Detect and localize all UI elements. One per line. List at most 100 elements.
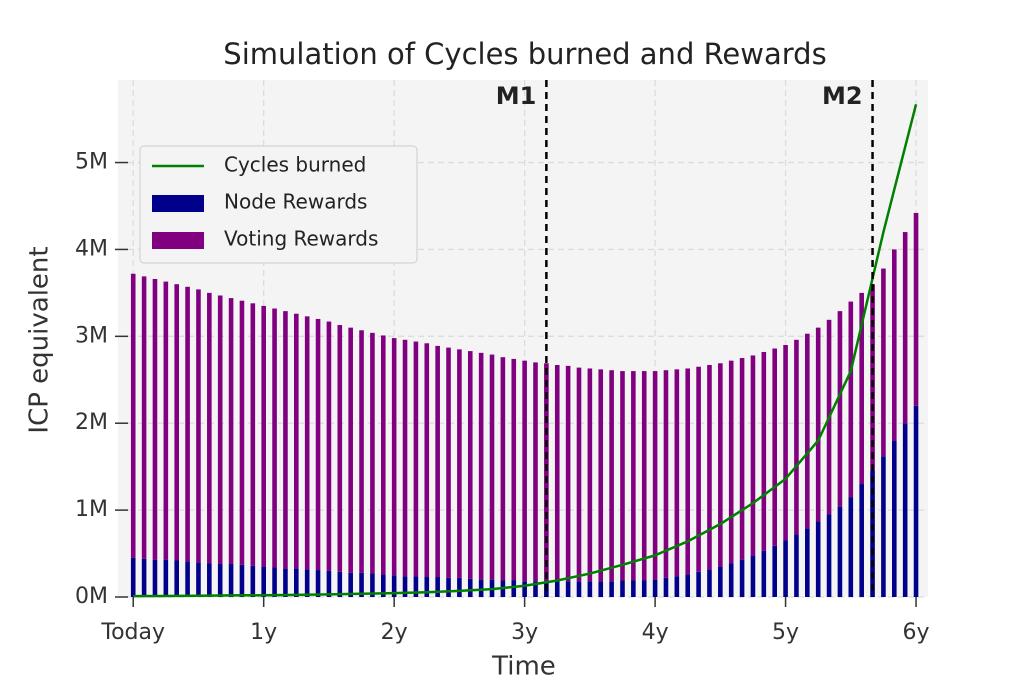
bar-segment — [413, 576, 419, 597]
bar-segment — [435, 345, 440, 578]
bar-segment — [141, 558, 147, 597]
bar-segment — [337, 571, 343, 597]
legend-label: Cycles burned — [224, 153, 366, 177]
y-axis-label: ICP equivalent — [25, 246, 55, 433]
bar-segment — [761, 550, 767, 597]
bar-segment — [457, 577, 462, 597]
bar-segment — [815, 521, 821, 597]
bar-segment — [598, 581, 604, 597]
lines — [133, 104, 918, 598]
bar-segment — [913, 405, 919, 597]
bar-segment — [718, 363, 723, 567]
bar-segment — [283, 311, 288, 569]
bar-segment — [707, 365, 712, 570]
bar-segment — [217, 563, 223, 597]
bar-segment — [152, 559, 158, 597]
bar-segment — [631, 580, 636, 597]
bar-segment — [902, 232, 908, 424]
bar-segment — [250, 565, 256, 597]
x-tick-label: 4y — [642, 620, 669, 645]
bar-segment — [446, 577, 451, 597]
bar-segment — [696, 571, 701, 597]
bar-segment — [424, 343, 430, 578]
bar-segment — [217, 295, 223, 564]
bar-segment — [478, 579, 484, 597]
x-tick-label: 6y — [903, 620, 930, 645]
bar-segment — [598, 369, 604, 582]
bar-segment — [402, 576, 408, 597]
bar-segment — [500, 357, 506, 581]
bar-segment — [294, 568, 299, 597]
bar-segment — [467, 351, 473, 579]
bar-segment — [239, 564, 245, 597]
bar-segment — [902, 423, 908, 597]
bar-segment — [391, 338, 397, 576]
bar-segment — [348, 327, 353, 573]
bar-segment — [380, 574, 386, 597]
bar-segment — [881, 456, 886, 597]
bar-segment — [522, 360, 527, 582]
bar-segment — [565, 581, 571, 597]
bar-segment — [750, 555, 756, 597]
x-axis-label: Time — [491, 652, 556, 682]
bar-segment — [457, 349, 462, 578]
bar-segment — [304, 569, 310, 597]
bar-segment — [696, 366, 701, 572]
bar-segment — [620, 371, 625, 581]
bar-segment — [761, 351, 767, 551]
bar-segment — [130, 557, 136, 597]
bar-segment — [815, 327, 821, 522]
x-tick-label: 2y — [381, 620, 408, 645]
bar-segment — [891, 440, 897, 597]
bar-segment — [315, 318, 321, 571]
bar-segment — [641, 580, 647, 597]
legend-label: Node Rewards — [224, 190, 367, 214]
bar-segment — [794, 339, 799, 535]
bar-segment — [261, 566, 266, 597]
bar-segment — [772, 348, 777, 546]
bar-segment — [272, 308, 277, 568]
bar-segment — [228, 298, 234, 564]
bar-segment — [424, 577, 430, 597]
bar-segment — [522, 581, 527, 597]
y-tick-label: 0M — [75, 584, 108, 609]
bar-segment — [750, 355, 756, 556]
bar-segment — [185, 286, 190, 562]
bar-segment — [891, 249, 897, 441]
bar-segment — [261, 305, 266, 567]
bar-segment — [609, 370, 614, 582]
x-tick-label: 1y — [250, 620, 277, 645]
legend-box — [139, 145, 418, 264]
bar-segment — [207, 563, 212, 597]
bar-segment — [609, 581, 614, 597]
y-tick-label: 5M — [75, 150, 108, 175]
bar-segment — [446, 347, 451, 578]
bar-segment — [294, 313, 299, 569]
y-tick-label: 3M — [75, 323, 108, 348]
bar-segment — [174, 284, 180, 561]
bar-segment — [304, 316, 310, 570]
bar-segment — [239, 300, 245, 565]
bar-segment — [663, 577, 669, 597]
bar-segment — [685, 574, 691, 597]
bar-segment — [826, 514, 832, 597]
bar-segment — [805, 528, 810, 597]
bar-segment — [413, 341, 419, 577]
bar-segment — [913, 212, 919, 406]
bar-segment — [326, 321, 332, 571]
bar-segment — [728, 360, 734, 564]
x-tick-label: 3y — [511, 620, 538, 645]
bar-segment — [141, 276, 147, 559]
legend-swatch — [152, 195, 204, 212]
bar-segment — [837, 311, 843, 507]
bar-segment — [283, 568, 288, 597]
x-tick-label: 5y — [772, 620, 799, 645]
bar-segment — [337, 325, 343, 572]
bar-segment — [207, 292, 212, 564]
bar-segment — [348, 572, 353, 597]
bar-segment — [881, 268, 886, 457]
bar-segment — [674, 369, 680, 577]
milestone-label: M1 — [496, 82, 537, 110]
bar-segment — [391, 575, 397, 597]
